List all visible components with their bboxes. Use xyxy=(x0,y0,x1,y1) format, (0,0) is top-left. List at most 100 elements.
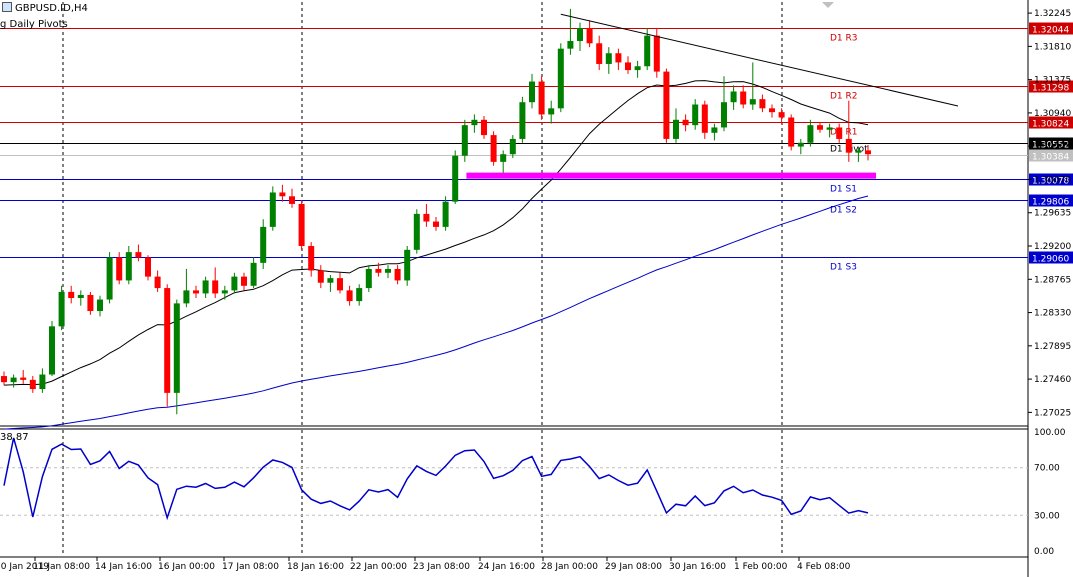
candle-body xyxy=(615,53,622,63)
rsi-level-label: 100.00 xyxy=(1034,428,1066,438)
symbol-title: GBPUSD.ID,H4 xyxy=(2,2,88,14)
candles-layer[interactable] xyxy=(1,8,871,415)
pivot-price-label: 1.29806 xyxy=(1032,198,1069,208)
candle-body xyxy=(116,257,123,281)
candle xyxy=(173,299,180,415)
candle-body xyxy=(394,268,401,281)
rsi-value: 38.87 xyxy=(0,432,29,443)
price-tick-label: 1.31375 xyxy=(1034,76,1071,86)
time-label: 24 Jan 16:00 xyxy=(478,562,535,572)
time-label: 23 Jan 08:00 xyxy=(413,562,470,572)
pivot-name: D1 S2 xyxy=(830,206,857,216)
candle-body xyxy=(183,290,190,304)
price-axis: 1.32044 1.31298 1.30824 1.30552 1.30078 1.298… xyxy=(1028,9,1073,557)
time-label: 4 Feb 08:00 xyxy=(797,562,851,572)
candle xyxy=(673,108,679,143)
overlays-layer xyxy=(466,2,959,179)
rsi-level-label: 30.00 xyxy=(1034,511,1060,521)
candle-body xyxy=(260,226,267,263)
price-tick-label: 1.30940 xyxy=(1034,109,1071,119)
ma-fast-line xyxy=(3,80,869,386)
candle xyxy=(164,284,171,407)
candle-body xyxy=(845,138,852,153)
candle xyxy=(423,203,430,227)
candle-body xyxy=(711,127,718,133)
time-label: 1 Feb 00:00 xyxy=(734,562,788,572)
candle xyxy=(68,285,75,304)
candle xyxy=(58,285,65,331)
candle xyxy=(692,99,699,130)
pivot-name: D1 S3 xyxy=(830,263,857,273)
candle xyxy=(845,100,852,162)
time-label: 22 Jan 00:00 xyxy=(350,562,407,572)
time-label: 17 Jan 08:00 xyxy=(222,562,279,572)
candle xyxy=(269,186,276,231)
candle-body xyxy=(145,257,151,277)
pivot-price-label: 1.30552 xyxy=(1032,141,1069,151)
current-price-box xyxy=(1029,149,1073,162)
price-tick-label: 1.27025 xyxy=(1034,408,1071,418)
candle-body xyxy=(317,270,324,283)
shift-marker xyxy=(822,2,834,8)
price-tick-label: 1.28765 xyxy=(1034,275,1071,285)
candle xyxy=(500,150,507,176)
candle-body xyxy=(557,48,564,109)
price-tick-label: 1.27460 xyxy=(1034,375,1071,385)
candle xyxy=(346,285,353,306)
candle xyxy=(154,270,161,292)
candle xyxy=(29,376,36,393)
moving-averages xyxy=(3,80,869,430)
candle xyxy=(519,96,526,143)
candle xyxy=(442,196,449,231)
candle xyxy=(740,85,747,109)
pivot-price-box xyxy=(1029,22,1073,35)
rsi-title: 38.87 xyxy=(0,432,29,443)
candle-body xyxy=(759,99,766,109)
candle xyxy=(356,284,363,306)
pivot-price-box xyxy=(1029,116,1073,129)
candle-body xyxy=(519,102,526,139)
price-tick-label: 1.32245 xyxy=(1034,9,1071,19)
candle xyxy=(1,371,7,386)
candle xyxy=(682,114,689,132)
candle-body xyxy=(327,278,334,283)
candle-body xyxy=(778,112,785,118)
candle-body xyxy=(442,201,449,227)
candle xyxy=(317,265,324,289)
candle-body xyxy=(577,28,583,42)
candle xyxy=(212,267,219,299)
candle xyxy=(778,108,785,124)
pivot-name: D1 S1 xyxy=(830,185,857,195)
candle-body xyxy=(817,125,823,130)
candle xyxy=(557,43,564,113)
candle xyxy=(298,200,305,250)
candle-body xyxy=(730,91,737,103)
candle xyxy=(394,265,401,285)
candle xyxy=(625,56,631,74)
candle xyxy=(135,244,142,262)
candle xyxy=(701,100,708,139)
candle xyxy=(817,122,823,133)
pivot-name: D1 R2 xyxy=(830,92,858,102)
candle xyxy=(39,368,46,393)
candle xyxy=(241,272,247,291)
pivot-price-box xyxy=(1029,80,1073,93)
candle xyxy=(538,76,545,120)
candle-body xyxy=(807,125,814,143)
price-tick-label: 1.30070 xyxy=(1034,175,1071,185)
candle xyxy=(77,290,84,306)
pivot-price-label: 1.29060 xyxy=(1032,255,1069,265)
candle-body xyxy=(385,268,391,273)
candle-body xyxy=(423,213,430,222)
price-tick-label: 1.27895 xyxy=(1034,342,1071,352)
candle xyxy=(250,257,257,289)
price-tick-label: 1.29200 xyxy=(1034,242,1071,252)
candle-body xyxy=(164,288,171,393)
candle-body xyxy=(740,91,747,105)
candle xyxy=(855,146,862,162)
candle xyxy=(20,369,27,384)
candle xyxy=(145,255,151,281)
pivot-price-label: 1.31298 xyxy=(1032,84,1069,94)
